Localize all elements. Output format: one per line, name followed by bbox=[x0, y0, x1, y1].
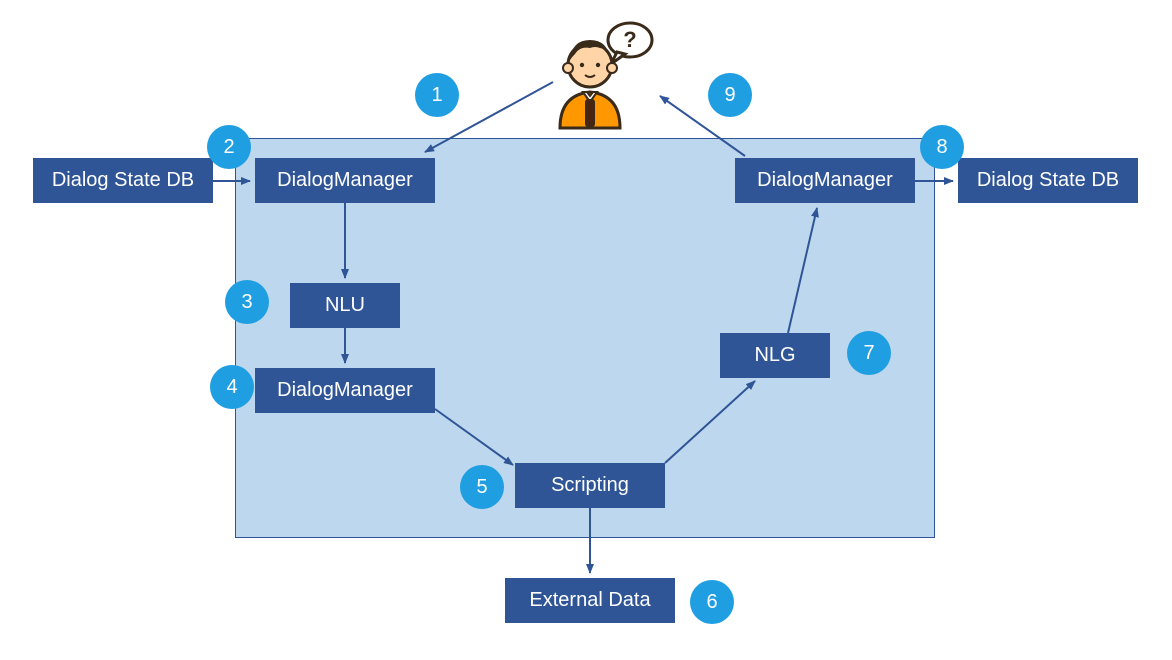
badge-label: 5 bbox=[476, 476, 487, 499]
node-label: DialogManager bbox=[277, 169, 413, 192]
step-badge-6: 6 bbox=[690, 580, 734, 624]
badge-label: 3 bbox=[241, 291, 252, 314]
node-dm-mid: DialogManager bbox=[255, 368, 435, 413]
node-nlu: NLU bbox=[290, 283, 400, 328]
node-dsdb-left: Dialog State DB bbox=[33, 158, 213, 203]
badge-label: 4 bbox=[226, 376, 237, 399]
svg-text:?: ? bbox=[623, 27, 636, 52]
node-external: External Data bbox=[505, 578, 675, 623]
step-badge-5: 5 bbox=[460, 465, 504, 509]
user-icon: ? bbox=[545, 20, 655, 130]
node-dm-top-right: DialogManager bbox=[735, 158, 915, 203]
node-scripting: Scripting bbox=[515, 463, 665, 508]
node-label: NLG bbox=[754, 344, 795, 367]
step-badge-9: 9 bbox=[708, 73, 752, 117]
badge-label: 2 bbox=[223, 136, 234, 159]
node-label: Dialog State DB bbox=[977, 169, 1119, 192]
step-badge-1: 1 bbox=[415, 73, 459, 117]
step-badge-3: 3 bbox=[225, 280, 269, 324]
node-label: External Data bbox=[529, 589, 650, 612]
node-label: Dialog State DB bbox=[52, 169, 194, 192]
step-badge-4: 4 bbox=[210, 365, 254, 409]
badge-label: 1 bbox=[431, 84, 442, 107]
badge-label: 8 bbox=[936, 136, 947, 159]
node-label: NLU bbox=[325, 294, 365, 317]
step-badge-7: 7 bbox=[847, 331, 891, 375]
node-label: DialogManager bbox=[277, 379, 413, 402]
diagram-canvas: { "diagram": { "type": "flowchart", "can… bbox=[0, 0, 1172, 660]
node-dsdb-right: Dialog State DB bbox=[958, 158, 1138, 203]
node-nlg: NLG bbox=[720, 333, 830, 378]
badge-label: 6 bbox=[706, 591, 717, 614]
node-label: DialogManager bbox=[757, 169, 893, 192]
step-badge-8: 8 bbox=[920, 125, 964, 169]
step-badge-2: 2 bbox=[207, 125, 251, 169]
node-dm-top-left: DialogManager bbox=[255, 158, 435, 203]
badge-label: 9 bbox=[724, 84, 735, 107]
badge-label: 7 bbox=[863, 342, 874, 365]
node-label: Scripting bbox=[551, 474, 629, 497]
